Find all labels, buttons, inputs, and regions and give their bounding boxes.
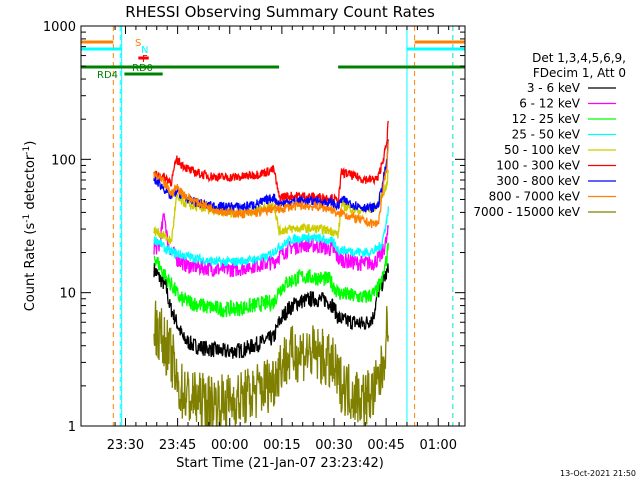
x-tick-label-3: 00:15 — [263, 438, 300, 453]
series-12-25-kev-kev-line — [153, 242, 389, 318]
y-tick-label-3: 1000 — [43, 20, 76, 35]
legend-label-800-7000-kev: 800 - 7000 keV — [489, 190, 581, 204]
x-tick-label-1: 23:45 — [159, 438, 196, 453]
legend: Det 1,3,4,5,6,9, FDecim 1, Att 0 3 - 6 k… — [473, 51, 626, 219]
legend-label-7000-15000-kev: 7000 - 15000 keV — [473, 205, 580, 219]
legend-label-300-800-kev: 300 - 800 keV — [496, 174, 580, 188]
y-tick-label-1: 10 — [59, 287, 76, 302]
legend-label-6-12-kev: 6 - 12 keV — [519, 97, 581, 111]
flag-label-rd0: RD0 — [132, 63, 153, 74]
legend-header-line-1: Det 1,3,4,5,6,9, — [532, 51, 626, 65]
y-axis-label: Count Rate (s-1 detector-1) — [22, 141, 38, 312]
x-tick-label-2: 00:00 — [211, 438, 248, 453]
series-100-300-kev-kev-line — [153, 120, 389, 207]
x-tick-label-5: 00:45 — [367, 438, 404, 453]
flag-label-f: F — [142, 54, 148, 65]
flag-label-n: N — [141, 45, 148, 56]
flag-label-s: S — [135, 38, 141, 49]
timestamp: 13-Oct-2021 21:50 — [560, 469, 636, 478]
legend-label-100-300-kev: 100 - 300 keV — [496, 159, 580, 173]
y-tick-label-0: 1 — [68, 420, 76, 435]
legend-label-12-25-kev: 12 - 25 keV — [512, 112, 581, 126]
series-800-7000-kev-kev-line — [153, 140, 389, 229]
plot-frame — [80, 25, 466, 427]
legend-label-50-100-kev: 50 - 100 keV — [504, 143, 581, 157]
x-tick-label-4: 00:30 — [315, 438, 352, 453]
chart-title: RHESSI Observing Summary Count Rates — [125, 3, 435, 21]
y-tick-label-2: 100 — [51, 153, 76, 168]
series-25-50-kev-kev-line — [153, 206, 389, 268]
x-tick-label-6: 01:00 — [420, 438, 457, 453]
x-axis-label: Start Time (21-Jan-07 23:23:42) — [176, 456, 384, 471]
legend-label-25-50-kev: 25 - 50 keV — [512, 128, 581, 142]
flag-label-rd4: RD4 — [97, 70, 118, 81]
legend-header-line-2: FDecim 1, Att 0 — [533, 66, 626, 80]
series-6-12-kev-kev-line — [153, 213, 389, 278]
axis-ticks: 23:30 23:45 00:00 00:15 00:30 00:45 01:00 1 10 10… — [43, 20, 465, 453]
series-layer — [153, 120, 389, 427]
series-3-6-kev-kev-line — [153, 263, 389, 359]
x-tick-label-0: 23:30 — [107, 438, 144, 453]
series-50-100-kev-kev-line — [153, 169, 389, 244]
series-7000-15000-kev-kev-line — [153, 300, 389, 427]
legend-label-3-6-kev: 3 - 6 keV — [527, 81, 581, 95]
marker-lines — [80, 26, 454, 426]
